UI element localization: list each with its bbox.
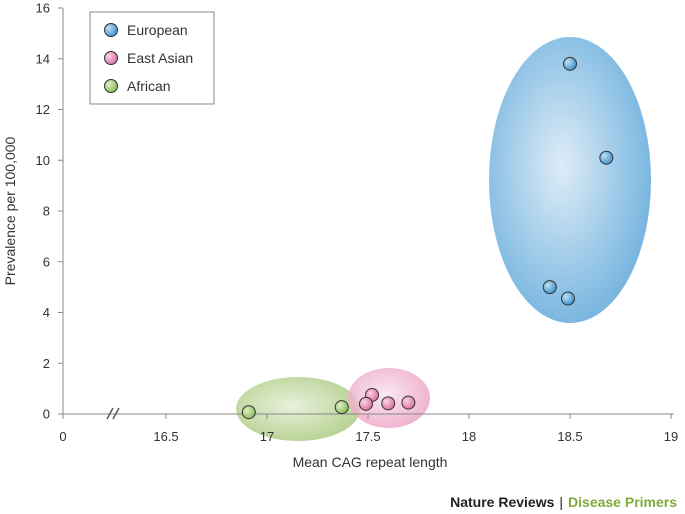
data-points [241, 56, 614, 420]
y-tick-label: 0 [43, 407, 50, 422]
y-tick-label: 14 [36, 51, 50, 66]
x-axis-ticks: 0 16.5 17 17.5 18 18.5 19 [59, 414, 678, 444]
data-point-european [542, 280, 557, 295]
african-cluster-ellipse [236, 377, 360, 441]
y-tick-label: 16 [36, 1, 50, 16]
footer-separator: | [559, 494, 564, 510]
data-point-african [241, 405, 256, 420]
x-tick-label: 16.5 [153, 429, 178, 444]
y-axis-ticks: 0 2 4 6 8 10 12 14 16 [36, 1, 63, 422]
data-point-east-asian [358, 396, 373, 411]
y-tick-label: 2 [43, 356, 50, 371]
y-tick-label: 4 [43, 305, 50, 320]
y-tick-label: 12 [36, 102, 50, 117]
data-point-east-asian [401, 395, 416, 410]
x-tick-label: 0 [59, 429, 66, 444]
x-axis-title: Mean CAG repeat length [293, 454, 448, 470]
y-axis-title: Prevalence per 100,000 [2, 136, 18, 285]
journal-name: Nature Reviews [450, 494, 555, 510]
legend: European East Asian African [89, 11, 215, 105]
legend-label-east-asian: East Asian [127, 50, 193, 66]
data-point-african [334, 400, 349, 415]
legend-label-european: European [127, 22, 188, 38]
x-tick-label: 19 [664, 429, 678, 444]
axis-break-icon [106, 407, 120, 420]
x-tick-label: 17.5 [355, 429, 380, 444]
journal-footer: Nature Reviews | Disease Primers [450, 494, 677, 510]
legend-label-african: African [127, 78, 171, 94]
y-tick-label: 10 [36, 153, 50, 168]
data-point-european [560, 291, 575, 306]
legend-marker-african [104, 79, 118, 93]
legend-marker-east-asian [104, 51, 118, 65]
data-point-european [563, 56, 577, 71]
y-tick-label: 6 [43, 254, 50, 269]
x-tick-label: 17 [260, 429, 274, 444]
journal-series-name: Disease Primers [568, 494, 677, 510]
data-point-european [599, 150, 614, 165]
european-cluster-ellipse [489, 37, 651, 323]
x-tick-label: 18.5 [557, 429, 582, 444]
x-tick-label: 18 [462, 429, 476, 444]
y-tick-label: 8 [43, 204, 50, 219]
data-point-east-asian [381, 396, 396, 411]
legend-marker-european [104, 23, 118, 37]
cluster-ellipses [236, 37, 651, 441]
